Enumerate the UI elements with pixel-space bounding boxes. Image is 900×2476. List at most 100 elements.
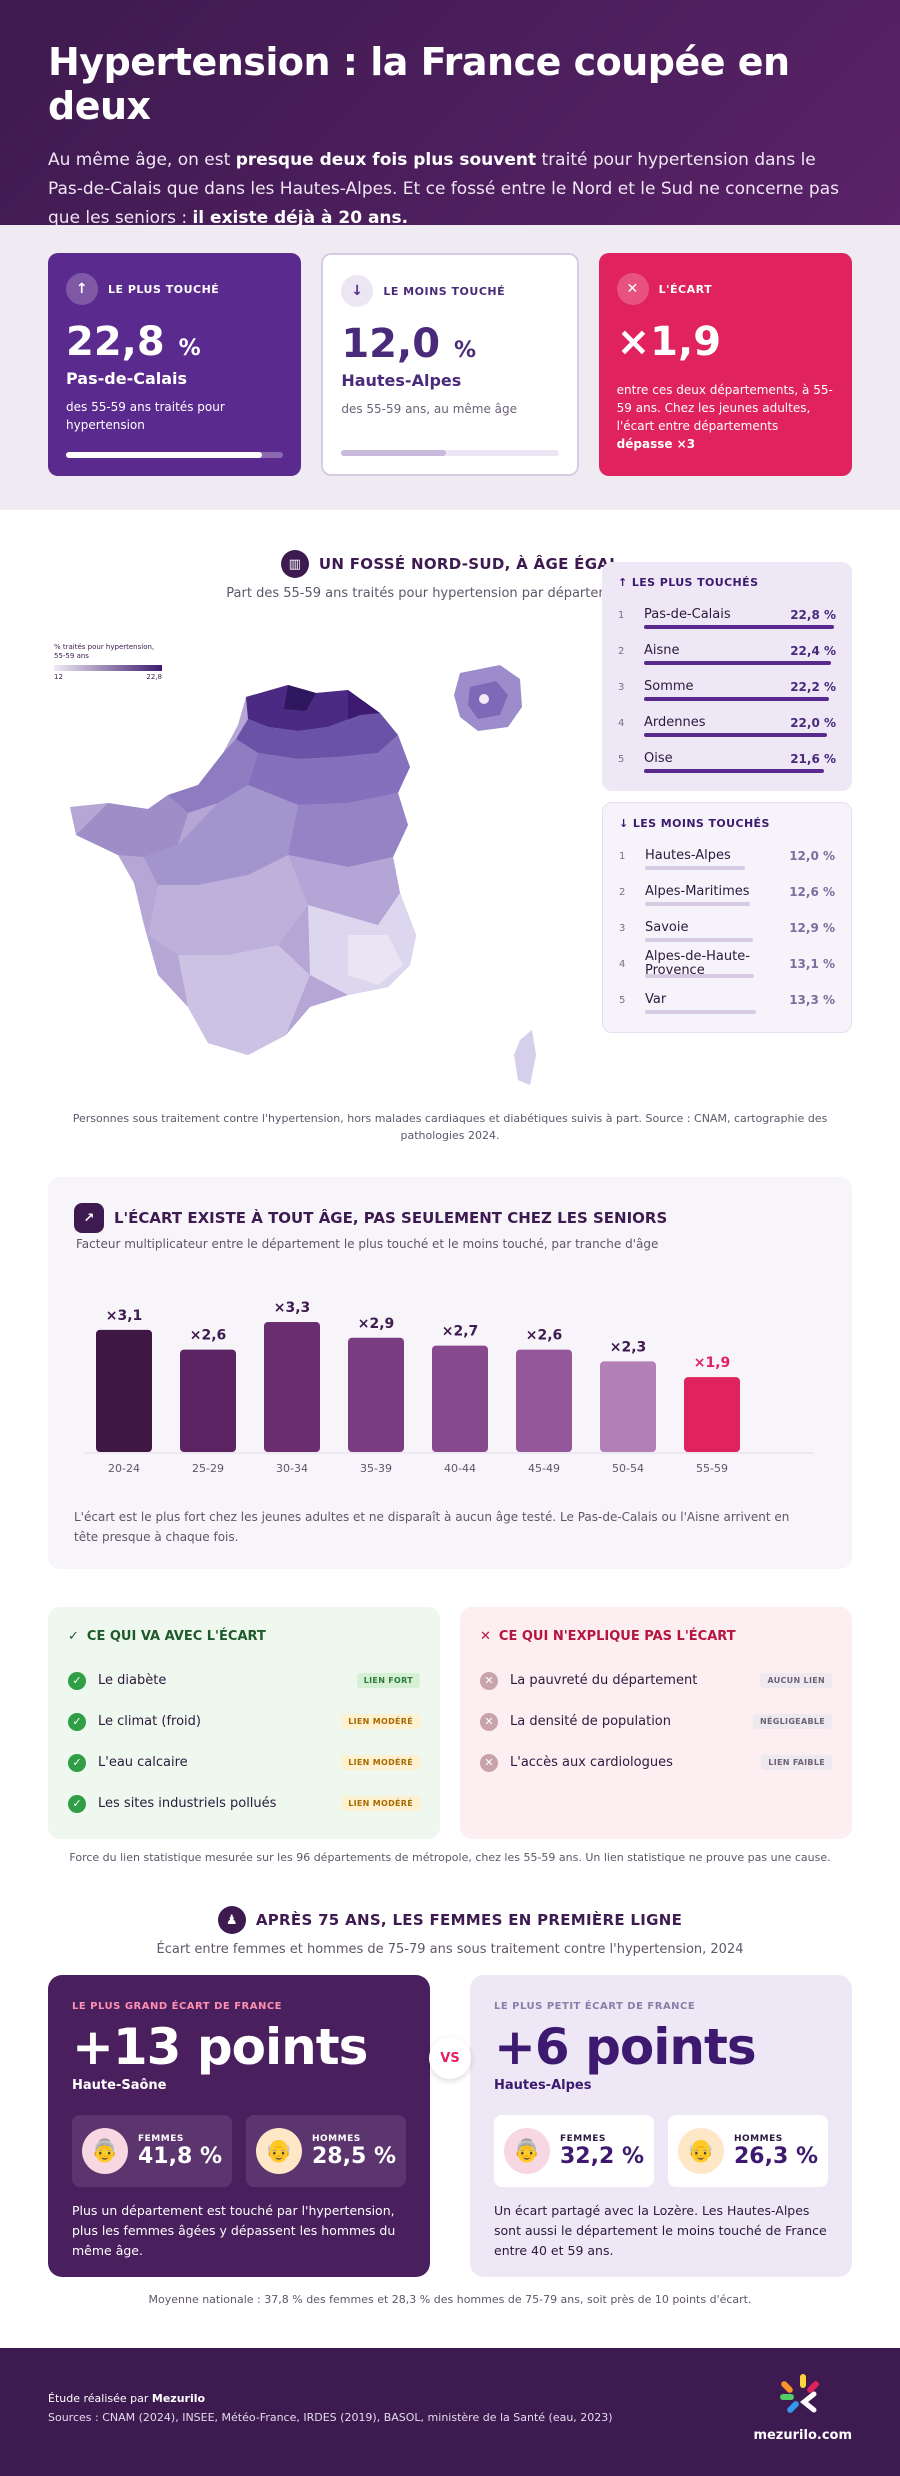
rank-row: 3 Savoie 12,9 %: [619, 910, 835, 946]
chart-icon: ↗: [74, 1203, 104, 1233]
top-ranking: ↑ LES PLUS TOUCHÉS 1 Pas-de-Calais 22,8 % 2…: [602, 562, 852, 791]
factors-unlinked-card: ✕ CE QUI N'EXPLIQUE PAS L'ÉCART ✕ La pauvr…: [460, 1607, 852, 1839]
map-section: ▥ UN FOSSÉ NORD-SUD, À ÂGE ÉGAL Part des …: [0, 510, 900, 1177]
kpi-value: 12,0 %: [341, 321, 477, 367]
check-icon: ✓: [68, 1712, 86, 1731]
rank-row: 1 Pas-de-Calais 22,8 %: [618, 597, 836, 633]
kpi-band: ↑ LE PLUS TOUCHÉ 22,8 % Pas-de-Calais des…: [0, 225, 900, 510]
bar-45-49: [516, 1349, 572, 1452]
bar-value-label: ×3,1: [106, 1308, 143, 1324]
bar-value-label: ×3,3: [274, 1300, 311, 1316]
x-tick-label: 40-44: [444, 1462, 476, 1475]
rank-row: 5 Var 13,3 %: [619, 982, 835, 1018]
page-title: Hypertension : la France coupée en deux: [48, 40, 790, 128]
brand-link[interactable]: Mezurilo: [151, 2392, 206, 2405]
factor-row: ✕ La densité de population NÉGLIGEABLE: [480, 1701, 832, 1742]
men-stat: 👴 HOMMES 28,5 %: [246, 2115, 406, 2187]
map-title: UN FOSSÉ NORD-SUD, À ÂGE ÉGAL: [318, 555, 620, 573]
kpi-desc: entre ces deux départements, à 55-59 ans…: [616, 383, 833, 451]
man-avatar-icon: 👴: [256, 2128, 302, 2174]
kpi-value: 22,8 %: [66, 319, 201, 365]
check-icon: ✓: [68, 1753, 86, 1772]
bar-20-24: [96, 1329, 152, 1452]
women-comparison: VS LE PLUS GRAND ÉCART DE FRANCE +13 poi…: [48, 1975, 852, 2277]
factors-note: Force du lien statistique mesurée sur le…: [69, 1851, 831, 1864]
x-tick-label: 30-34: [276, 1462, 308, 1475]
women-title: APRÈS 75 ANS, LES FEMMES EN PREMIÈRE LIG…: [255, 1911, 683, 1929]
women-stat: 👵 FEMMES 41,8 %: [72, 2115, 232, 2187]
kpi-progress: [341, 450, 559, 456]
x-tick-label: 25-29: [192, 1462, 224, 1475]
rank-row: 2 Alpes-Maritimes 12,6 %: [619, 874, 835, 910]
bar-value-label: ×2,9: [358, 1316, 395, 1332]
man-avatar-icon: 👴: [678, 2128, 724, 2174]
close-icon: ✕: [480, 1753, 498, 1772]
bar-25-29: [180, 1349, 236, 1452]
close-icon: ✕: [480, 1671, 498, 1690]
map-subtitle: Part des 55-59 ans traités pour hyperten…: [226, 586, 674, 601]
x-tick-label: 35-39: [360, 1462, 392, 1475]
hero-intro: Au même âge, on est presque deux fois pl…: [48, 150, 839, 228]
close-icon: ✕: [480, 1629, 491, 1644]
bar-40-44: [432, 1345, 488, 1452]
gap-value: +6 points: [494, 2018, 757, 2076]
factors-section: ✓ CE QUI VA AVEC L'ÉCART ✓ Le diabète LIEN …: [48, 1607, 852, 1839]
hero-header: Hypertension : la France coupée en deux …: [0, 0, 900, 228]
bar-value-label: ×2,6: [190, 1328, 227, 1344]
map-legend: % traités pour hypertension, 55-59 ans 1…: [54, 643, 162, 681]
factor-row: ✓ Le climat (froid) LIEN MODÉRÉ: [68, 1701, 420, 1742]
bar-55-59: [684, 1377, 740, 1452]
kpi-card-gap: ✕ L'ÉCART ×1,9 entre ces deux département…: [598, 253, 852, 476]
arrow-down-icon: ↓: [341, 275, 374, 307]
bar-value-label: ×1,9: [694, 1355, 731, 1371]
chart-title: L'ÉCART EXISTE À TOUT ÂGE, PAS SEULEMENT…: [114, 1209, 668, 1227]
vs-badge: VS: [429, 2037, 471, 2079]
x-tick-label: 45-49: [528, 1462, 560, 1475]
factor-row: ✕ L'accès aux cardiologues LIEN FAIBLE: [480, 1742, 832, 1783]
france-choropleth: [70, 665, 536, 1085]
x-tick-label: 55-59: [696, 1462, 728, 1475]
rank-row: 1 Hautes-Alpes 12,0 %: [619, 838, 835, 874]
factor-row: ✓ L'eau calcaire LIEN MODÉRÉ: [68, 1742, 420, 1783]
close-icon: ✕: [616, 273, 649, 305]
factor-row: ✕ La pauvreté du département AUCUN LIEN: [480, 1660, 832, 1701]
bar-value-label: ×2,3: [610, 1339, 647, 1355]
bar-value-label: ×2,6: [526, 1328, 563, 1344]
x-tick-label: 50-54: [612, 1462, 644, 1475]
rank-row: 4 Alpes-de-Haute-Provence 13,1 %: [619, 949, 835, 978]
factor-row: ✓ Le diabète LIEN FORT: [68, 1660, 420, 1701]
bar-35-39: [348, 1337, 404, 1452]
bar-chart: ×3,1 20-24 ×2,6 25-29 ×3,3 30-34 ×2,9 35-39 ×2,7…: [84, 1300, 814, 1475]
gap-value: +13 points: [72, 2018, 368, 2076]
logo-icon: [779, 2374, 819, 2413]
gap-chart-card: ↗ L'ÉCART EXISTE À TOUT ÂGE, PAS SEULEMEN…: [48, 1177, 852, 1569]
footer: Étude réalisée par Mezurilo Sources : CN…: [0, 2348, 900, 2476]
map-icon: ▥: [280, 550, 309, 578]
bar-50-54: [600, 1361, 656, 1452]
kpi-value: ×1,9: [616, 319, 722, 365]
brand-logo[interactable]: mezurilo.com: [753, 2370, 852, 2443]
factor-row: ✓ Les sites industriels pollués LIEN MODÉR…: [68, 1783, 420, 1824]
bar-30-34: [264, 1322, 320, 1452]
kpi-card-most: ↑ LE PLUS TOUCHÉ 22,8 % Pas-de-Calais des…: [48, 253, 302, 476]
biggest-gap-card: LE PLUS GRAND ÉCART DE FRANCE +13 points…: [48, 1975, 430, 2277]
woman-avatar-icon: 👵: [82, 2128, 128, 2174]
factors-linked-card: ✓ CE QUI VA AVEC L'ÉCART ✓ Le diabète LIEN …: [48, 1607, 440, 1839]
kpi-desc: des 55-59 ans traités pour hypertension: [66, 400, 225, 432]
map-note: Personnes sous traitement contre l'hyper…: [72, 1112, 828, 1142]
women-note: Moyenne nationale : 37,8 % des femmes et…: [148, 2293, 752, 2306]
check-icon: ✓: [68, 1629, 79, 1644]
kpi-place: Hautes-Alpes: [341, 371, 462, 390]
sources: Sources : CNAM (2024), INSEE, Météo-Fran…: [48, 2411, 613, 2424]
people-icon: ♟: [217, 1906, 246, 1934]
chart-subtitle: Facteur multiplicateur entre le départem…: [76, 1237, 659, 1251]
rank-row: 2 Aisne 22,4 %: [618, 633, 836, 669]
rank-row: 3 Somme 22,2 %: [618, 669, 836, 705]
smallest-gap-card: LE PLUS PETIT ÉCART DE FRANCE +6 points …: [470, 1975, 852, 2277]
women-stat: 👵 FEMMES 32,2 %: [494, 2115, 654, 2187]
woman-avatar-icon: 👵: [504, 2128, 550, 2174]
check-icon: ✓: [68, 1794, 86, 1813]
close-icon: ✕: [480, 1712, 498, 1731]
rank-row: 4 Ardennes 22,0 %: [618, 705, 836, 741]
kpi-progress: [66, 452, 284, 458]
